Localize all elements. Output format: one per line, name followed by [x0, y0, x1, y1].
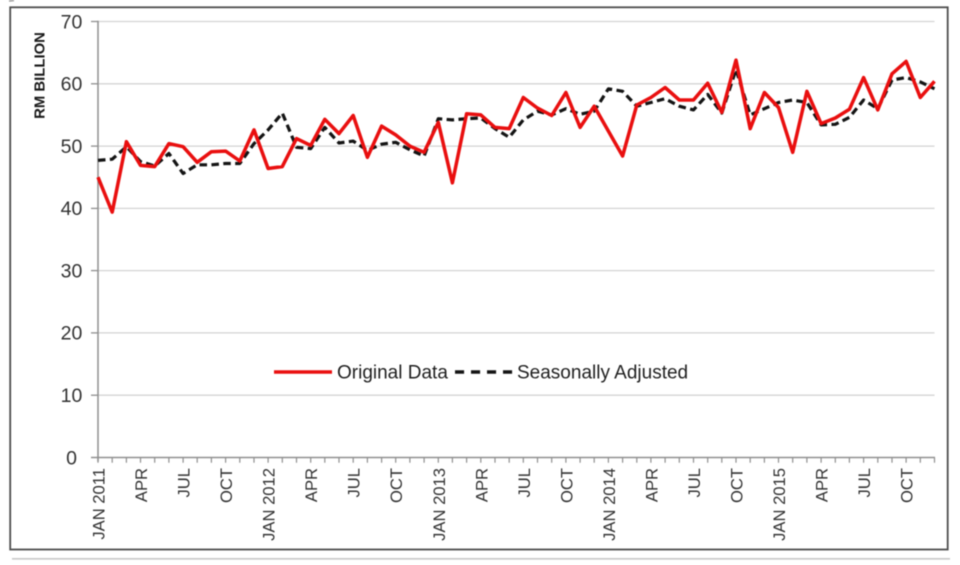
svg-text:OCT: OCT [898, 468, 917, 503]
svg-text:JUL: JUL [855, 468, 874, 498]
svg-text:APR: APR [132, 468, 151, 502]
svg-text:JAN 2015: JAN 2015 [770, 468, 789, 541]
svg-text:JUL: JUL [345, 468, 364, 498]
svg-text:APR: APR [302, 468, 321, 502]
svg-text:APR: APR [642, 468, 661, 502]
svg-text:OCT: OCT [387, 468, 406, 503]
svg-text:JUL: JUL [175, 468, 194, 498]
svg-text:40: 40 [61, 198, 83, 220]
svg-text:RM BILLION: RM BILLION [33, 32, 49, 119]
svg-text:OCT: OCT [728, 468, 747, 503]
svg-text:20: 20 [61, 323, 83, 345]
svg-text:Original Data: Original Data [337, 363, 448, 384]
svg-text:OCT: OCT [557, 468, 576, 503]
svg-text:10: 10 [61, 385, 83, 407]
svg-text:APR: APR [472, 468, 491, 502]
svg-text:JUL: JUL [515, 468, 534, 498]
svg-text:60: 60 [61, 74, 83, 96]
svg-text:70: 70 [61, 11, 83, 33]
svg-text:50: 50 [61, 136, 83, 158]
svg-text:JAN 2012: JAN 2012 [260, 468, 279, 541]
svg-text:JAN 2014: JAN 2014 [600, 468, 619, 541]
svg-text:Seasonally Adjusted: Seasonally Adjusted [517, 363, 688, 384]
svg-text:JAN 2013: JAN 2013 [430, 468, 449, 541]
svg-text:OCT: OCT [217, 468, 236, 503]
svg-text:APR: APR [813, 468, 832, 502]
svg-text:30: 30 [61, 260, 83, 282]
svg-text:JUL: JUL [685, 468, 704, 498]
svg-text:JAN 2011: JAN 2011 [90, 468, 109, 540]
svg-text:0: 0 [66, 447, 77, 469]
